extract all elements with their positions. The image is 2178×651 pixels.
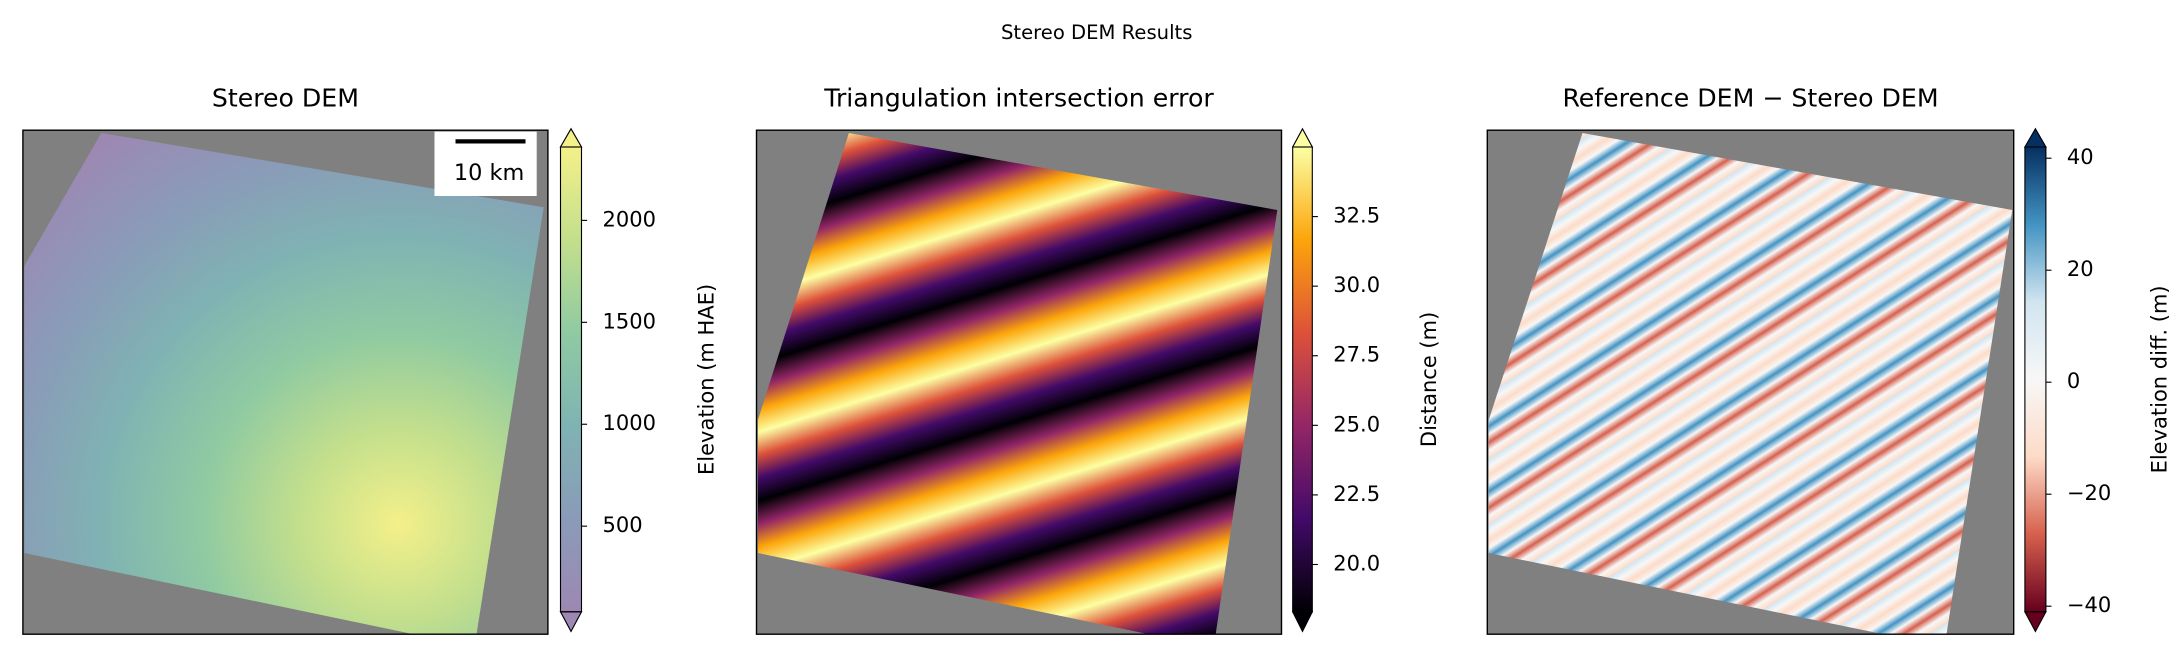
colorbar-tick-label: 30.0 xyxy=(1333,273,1380,297)
colorbar-tick-label: 500 xyxy=(603,513,643,537)
colorbar-tick-label: 27.5 xyxy=(1333,343,1380,367)
colorbar-tick-label: −40 xyxy=(2067,593,2111,617)
colorbar-extend xyxy=(1291,611,1314,633)
axes-frame xyxy=(22,129,549,635)
colorbar-tick-label: 0 xyxy=(2067,369,2080,393)
colorbar-frame xyxy=(2024,146,2047,613)
colorbar-tick-label: 40 xyxy=(2067,145,2094,169)
colorbar-tick-label: 32.5 xyxy=(1333,204,1380,228)
raster-image xyxy=(24,133,544,635)
axes-frame xyxy=(1486,129,2015,635)
colorbar-frame xyxy=(559,146,583,613)
colorbar-tick-label: 1000 xyxy=(603,411,656,435)
panel-title: Triangulation intersection error xyxy=(823,83,1214,112)
colorbar xyxy=(1292,147,1313,612)
colorbar-tick-label: 20 xyxy=(2067,257,2094,281)
panel-title: Reference DEM − Stereo DEM xyxy=(1562,83,1938,112)
colorbar-label: Elevation (m HAE) xyxy=(695,284,719,475)
colorbar-label: Distance (m) xyxy=(1417,312,1441,447)
colorbar xyxy=(2024,147,2046,612)
colorbar-extend xyxy=(2023,127,2047,148)
colorbar-frame xyxy=(1292,146,1313,613)
colorbar-tick-label: −20 xyxy=(2067,481,2111,505)
scalebar-label: 10 km xyxy=(454,160,524,186)
colorbar xyxy=(560,147,582,612)
colorbar-tick-label: 1500 xyxy=(603,309,656,333)
panel-title: Stereo DEM xyxy=(212,83,359,112)
axes-frame xyxy=(755,129,1283,635)
colorbar-tick-label: 20.0 xyxy=(1333,551,1380,575)
raster-image xyxy=(1488,133,2013,635)
colorbar-tick-label: 25.0 xyxy=(1333,412,1380,436)
colorbar-tick-label: 22.5 xyxy=(1333,482,1380,506)
colorbar-extend xyxy=(559,611,583,633)
figure-title: Stereo DEM Results xyxy=(1001,21,1192,44)
colorbar-extend xyxy=(559,127,583,148)
colorbar-extend xyxy=(2023,611,2047,633)
raster-image xyxy=(757,133,1278,635)
colorbar-extend xyxy=(1291,127,1314,148)
colorbar-tick-label: 2000 xyxy=(603,207,656,231)
colorbar-label: Elevation diff. (m) xyxy=(2148,285,2172,473)
